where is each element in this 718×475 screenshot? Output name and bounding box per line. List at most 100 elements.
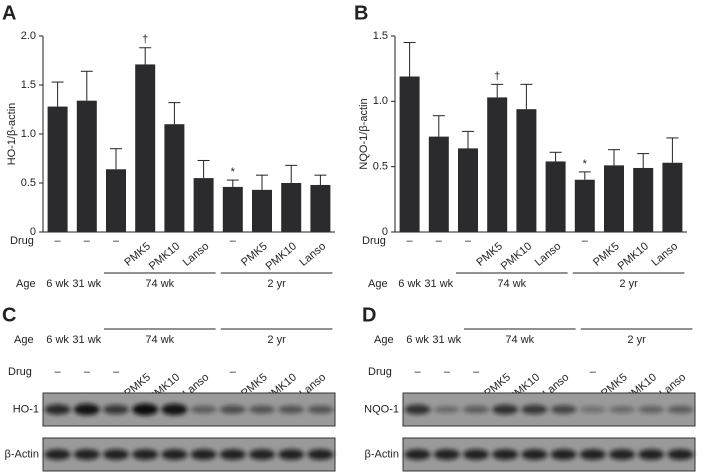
drug-label: PMK10	[616, 240, 651, 272]
bar	[516, 109, 537, 232]
drug-label: –	[230, 366, 237, 378]
panel-letter: D	[362, 304, 376, 326]
bar	[487, 97, 508, 232]
blot-band	[521, 449, 548, 460]
drug-label: –	[436, 235, 443, 247]
annotation: *	[231, 166, 236, 178]
age-label: 2 yr	[267, 278, 286, 290]
age-label: 2 yr	[627, 334, 646, 346]
age-label: 74 wk	[497, 278, 526, 290]
age-label: 74 wk	[145, 334, 174, 346]
blot-band	[132, 403, 159, 416]
bar	[222, 186, 243, 232]
bar	[633, 167, 654, 232]
blot-band	[433, 449, 460, 460]
y-tick-label: 0.5	[21, 177, 36, 189]
blot-band	[579, 406, 606, 413]
bar	[399, 76, 420, 232]
drug-label: –	[113, 235, 120, 247]
bar	[662, 162, 683, 232]
bar	[458, 148, 478, 232]
bar	[76, 100, 97, 233]
blot-band	[550, 449, 577, 460]
drug-label: Lanso	[650, 240, 681, 268]
age-label: 31 wk	[72, 278, 101, 290]
drug-label: –	[473, 366, 480, 378]
blot-band	[249, 405, 275, 414]
bar	[604, 165, 624, 232]
blot-band	[44, 404, 71, 415]
blot-band	[278, 405, 305, 414]
age-label: 74 wk	[505, 334, 534, 346]
blot-band	[161, 403, 188, 416]
blot-band	[161, 449, 188, 460]
blot-band	[492, 404, 519, 415]
blot-band	[521, 404, 548, 415]
drug-label: –	[582, 235, 589, 247]
row-label: Drug	[362, 235, 386, 247]
age-label: 6 wk	[46, 334, 69, 346]
bar	[545, 161, 566, 232]
drug-label: –	[84, 235, 91, 247]
blot-band	[404, 449, 431, 460]
blot-band	[190, 405, 217, 414]
blot-row-label: NQO-1	[364, 403, 399, 415]
blot-band	[103, 404, 129, 415]
panel-letter: B	[354, 2, 368, 24]
bar	[106, 169, 126, 232]
row-label: Drug	[368, 366, 392, 378]
y-tick-label: 0.5	[373, 161, 388, 173]
blot-band	[463, 405, 489, 414]
annotation: *	[583, 158, 588, 170]
drug-label: –	[55, 235, 62, 247]
age-label: 6 wk	[406, 334, 429, 346]
blot-band	[404, 404, 431, 415]
panel-letter: A	[2, 2, 16, 24]
blot-row-label: β-Actin	[365, 448, 399, 460]
blot-band	[103, 449, 129, 460]
y-axis-label: NQO-1/β-actin	[358, 98, 370, 169]
drug-label: –	[590, 366, 597, 378]
annotation: †	[494, 70, 500, 82]
row-label: Age	[16, 278, 36, 290]
bar	[574, 179, 595, 232]
bar	[310, 184, 331, 232]
blot-band	[73, 403, 100, 416]
blot-band	[638, 405, 665, 414]
drug-label: –	[230, 235, 237, 247]
y-tick-label: 2.0	[21, 30, 36, 42]
bar	[428, 136, 449, 232]
blot-band	[219, 449, 246, 460]
drug-label: –	[444, 366, 451, 378]
drug-label: Lanso	[181, 240, 212, 268]
blot-band	[609, 406, 635, 413]
panel-letter: C	[2, 304, 16, 326]
age-label: 2 yr	[267, 334, 286, 346]
drug-label: Lanso	[533, 240, 564, 268]
drug-label: PMK10	[147, 240, 182, 272]
age-label: 2 yr	[619, 278, 638, 290]
y-tick-label: 1.0	[373, 95, 388, 107]
blot-band	[219, 405, 246, 414]
blot-band	[463, 449, 489, 460]
blot-band	[73, 449, 100, 460]
drug-label: –	[84, 366, 91, 378]
blot-band	[638, 449, 665, 460]
blot-band	[667, 405, 694, 414]
age-label: 31 wk	[432, 334, 461, 346]
blot-band	[44, 449, 71, 460]
annotation: †	[142, 34, 148, 46]
blot-band	[249, 449, 275, 460]
drug-label: PMK10	[499, 240, 534, 272]
bar	[135, 64, 156, 232]
drug-label: PMK10	[264, 240, 299, 272]
y-tick-label: 0	[382, 226, 388, 238]
blot-band	[550, 405, 577, 414]
age-label: 31 wk	[72, 334, 101, 346]
blot-band	[492, 449, 519, 460]
row-label: Age	[368, 278, 388, 290]
bar	[193, 178, 214, 232]
blot-band	[609, 449, 635, 460]
blot-band	[278, 449, 305, 460]
